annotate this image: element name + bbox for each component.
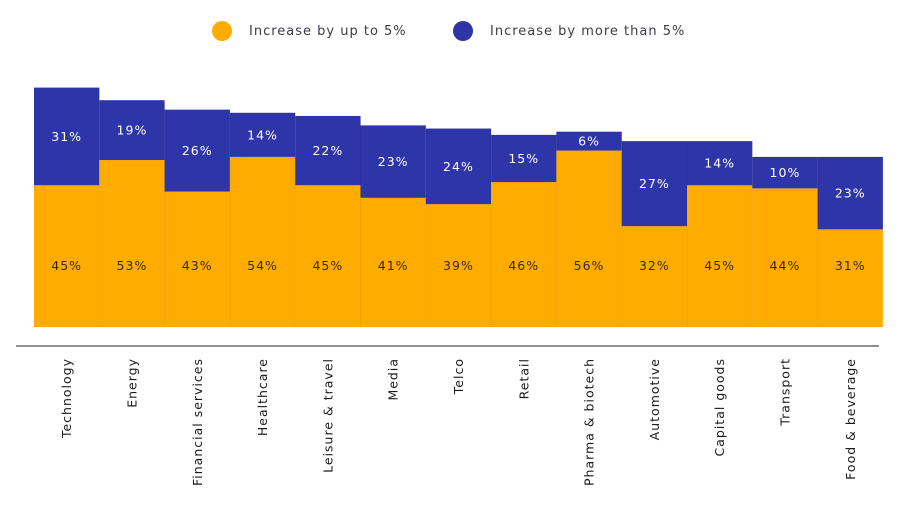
category-label-transport: Transport [777,358,792,427]
bar-more-than-5-transport [752,156,818,189]
data-label-more-than-5-media: 23% [378,154,409,169]
data-label-more-than-5-transport: 10% [770,165,801,180]
data-label-up-to-5-technology: 45% [51,258,82,273]
category-label-financial-services: Financial services [190,358,205,486]
category-label-retail: Retail [516,358,531,399]
data-label-more-than-5-telco: 24% [443,159,474,174]
bar-more-than-5-healthcare [229,112,296,157]
bar-up-to-5-energy [99,160,165,327]
legend-swatch-more-than-5 [453,21,473,41]
data-label-up-to-5-telco: 39% [443,258,474,273]
category-label-media: Media [386,358,401,401]
data-label-up-to-5-capital-goods: 45% [704,258,735,273]
category-label-capital-goods: Capital goods [712,358,727,456]
data-label-more-than-5-food-beverage: 23% [835,186,866,201]
data-label-more-than-5-energy: 19% [117,123,148,138]
data-label-more-than-5-capital-goods: 14% [704,156,735,171]
data-label-more-than-5-healthcare: 14% [247,127,278,142]
bar-more-than-5-retail [491,134,557,183]
data-label-up-to-5-pharma-biotech: 56% [574,258,605,273]
category-label-automotive: Automotive [647,358,662,440]
category-label-technology: Technology [59,358,74,439]
legend-swatch-up-to-5 [212,21,232,41]
data-label-up-to-5-media: 41% [378,258,409,273]
bar-up-to-5-food-beverage [817,229,883,327]
bar-more-than-5-energy [99,100,165,161]
category-label-pharma-biotech: Pharma & biotech [582,358,597,486]
legend-label-more-than-5: Increase by more than 5% [490,23,686,39]
data-label-more-than-5-pharma-biotech: 6% [578,134,600,149]
data-label-more-than-5-technology: 31% [51,129,82,144]
bar-more-than-5-automotive [621,141,687,227]
data-label-up-to-5-retail: 46% [508,258,539,273]
category-label-food-beverage: Food & beverage [843,358,858,480]
bar-up-to-5-capital-goods [687,185,753,327]
data-label-up-to-5-financial-services: 43% [182,258,213,273]
bar-up-to-5-transport [752,188,818,327]
data-label-up-to-5-energy: 53% [117,258,148,273]
bar-more-than-5-technology [34,87,100,186]
bar-up-to-5-retail [491,182,557,327]
category-label-telco: Telco [451,358,466,395]
bar-more-than-5-capital-goods [687,141,753,186]
bar-up-to-5-automotive [621,226,687,327]
data-label-up-to-5-food-beverage: 31% [835,258,866,273]
category-label-leisure-travel: Leisure & travel [320,358,335,473]
legend-item-up-to-5: Increase by up to 5% [212,21,407,41]
bar-more-than-5-telco [425,128,492,205]
bar-up-to-5-healthcare [229,156,296,327]
category-label-healthcare: Healthcare [255,358,270,436]
data-label-up-to-5-automotive: 32% [639,258,670,273]
data-label-more-than-5-leisure-travel: 22% [312,143,343,158]
bar-more-than-5-pharma-biotech [556,131,622,151]
bar-more-than-5-leisure-travel [295,115,361,186]
data-label-more-than-5-retail: 15% [508,151,539,166]
data-label-more-than-5-financial-services: 26% [182,143,213,158]
data-label-up-to-5-healthcare: 54% [247,258,278,273]
bar-more-than-5-food-beverage [817,156,883,230]
bar-up-to-5-telco [425,204,492,327]
bar-up-to-5-financial-services [164,191,230,327]
bar-up-to-5-technology [34,185,100,327]
category-label-energy: Energy [124,358,139,408]
data-label-more-than-5-automotive: 27% [639,176,670,191]
data-label-up-to-5-leisure-travel: 45% [312,258,343,273]
legend-label-up-to-5: Increase by up to 5% [249,23,407,39]
bar-more-than-5-financial-services [164,109,230,192]
data-label-up-to-5-transport: 44% [770,258,801,273]
bar-up-to-5-leisure-travel [295,185,361,327]
legend-item-more-than-5: Increase by more than 5% [453,21,685,41]
bar-up-to-5-pharma-biotech [556,150,622,327]
bar-up-to-5-media [360,197,426,327]
bar-more-than-5-media [360,125,426,198]
